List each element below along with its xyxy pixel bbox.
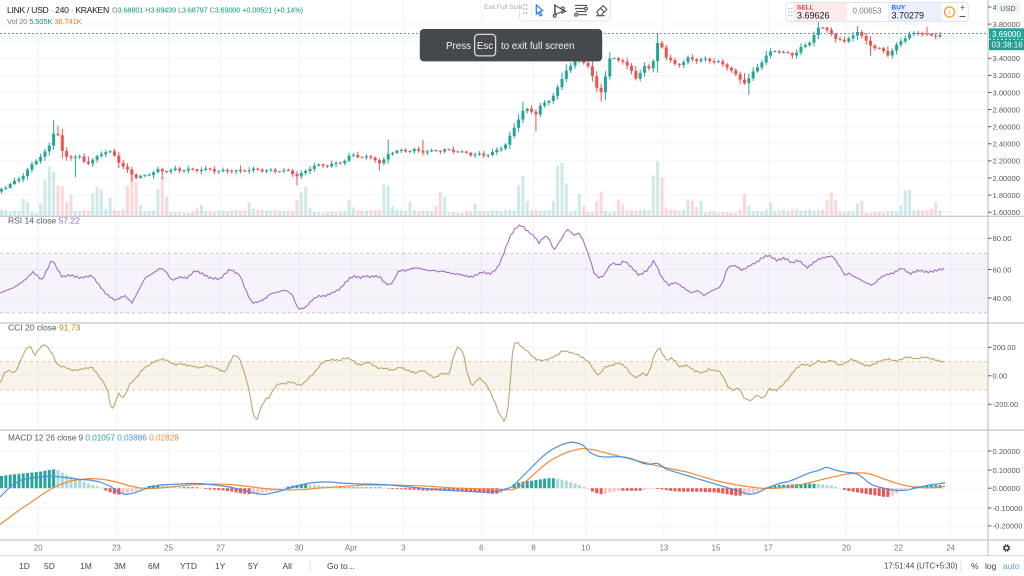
svg-text:60.00: 60.00 <box>993 265 1012 274</box>
svg-text:-200.00: -200.00 <box>993 400 1019 409</box>
svg-text:0.00: 0.00 <box>993 372 1008 381</box>
svg-text:Press: Press <box>446 41 471 52</box>
svg-text:i: i <box>949 8 951 17</box>
svg-text:40.00: 40.00 <box>993 294 1012 303</box>
svg-text:0.00000: 0.00000 <box>993 484 1020 493</box>
svg-text:All: All <box>283 561 293 571</box>
svg-text:03:38:16: 03:38:16 <box>992 41 1024 50</box>
svg-text:log: log <box>985 561 997 571</box>
svg-text:15: 15 <box>712 544 721 553</box>
svg-text:Apr: Apr <box>345 544 358 553</box>
svg-text:Exit Full Scre: Exit Full Scre <box>484 4 523 11</box>
svg-text:22: 22 <box>894 544 903 553</box>
svg-text:0.20000: 0.20000 <box>993 447 1020 456</box>
svg-text:Go to...: Go to... <box>327 561 355 571</box>
svg-text:20: 20 <box>34 544 43 553</box>
svg-text:Vol 20 5.505K 38.741K: Vol 20 5.505K 38.741K <box>7 17 82 26</box>
svg-text:4: 4 <box>993 3 997 12</box>
svg-text:1M: 1M <box>80 561 92 571</box>
svg-text:1.80000: 1.80000 <box>993 191 1020 200</box>
svg-text:to exit full screen: to exit full screen <box>501 41 575 52</box>
svg-text:8: 8 <box>531 544 536 553</box>
svg-text:0.00653: 0.00653 <box>853 7 882 16</box>
svg-text:3.69000: 3.69000 <box>992 30 1021 39</box>
svg-text:%: % <box>971 561 979 571</box>
svg-text:2.00000: 2.00000 <box>993 174 1020 183</box>
svg-text:20: 20 <box>842 544 851 553</box>
svg-text:0.10000: 0.10000 <box>993 466 1020 475</box>
svg-text:2.60000: 2.60000 <box>993 123 1020 132</box>
svg-text:3.80000: 3.80000 <box>993 20 1020 29</box>
svg-text:CCI 20 close 91.73: CCI 20 close 91.73 <box>8 323 81 333</box>
svg-text:-0.10000: -0.10000 <box>993 504 1023 513</box>
svg-text:+: + <box>960 3 965 13</box>
svg-text:3.40000: 3.40000 <box>993 54 1020 63</box>
svg-text:17:51:44 (UTC+5:30): 17:51:44 (UTC+5:30) <box>884 562 958 571</box>
svg-text:MACD 12 26 close 9 0.01057 0.0: MACD 12 26 close 9 0.01057 0.03886 0.028… <box>8 434 179 443</box>
svg-text:3.20000: 3.20000 <box>993 71 1020 80</box>
svg-text:80.00: 80.00 <box>993 234 1012 243</box>
svg-text:1Y: 1Y <box>215 561 226 571</box>
svg-text:3M: 3M <box>114 561 126 571</box>
svg-text:10: 10 <box>581 544 590 553</box>
svg-text:3.69626: 3.69626 <box>797 11 830 21</box>
svg-text:O3.68801 H3.69439 L3.68797 C3.: O3.68801 H3.69439 L3.68797 C3.69000 +0.0… <box>112 6 303 15</box>
svg-text:1D: 1D <box>19 561 30 571</box>
svg-text:BUY: BUY <box>892 5 906 12</box>
svg-text:27: 27 <box>216 544 225 553</box>
svg-text:USD: USD <box>1000 4 1015 13</box>
svg-text:23: 23 <box>112 544 121 553</box>
svg-text:25: 25 <box>164 544 173 553</box>
svg-text:6M: 6M <box>148 561 160 571</box>
svg-text:17: 17 <box>764 544 773 553</box>
svg-text:3.00000: 3.00000 <box>993 88 1020 97</box>
svg-text:1.60000: 1.60000 <box>993 208 1020 217</box>
svg-text:3.70279: 3.70279 <box>892 11 925 21</box>
svg-text:5D: 5D <box>44 561 55 571</box>
svg-text:6: 6 <box>479 544 484 553</box>
svg-text:30: 30 <box>294 544 303 553</box>
svg-text:13: 13 <box>659 544 668 553</box>
svg-text:Esc: Esc <box>477 41 493 52</box>
svg-text:2.40000: 2.40000 <box>993 140 1020 149</box>
svg-text:2.20000: 2.20000 <box>993 157 1020 166</box>
svg-text:2.80000: 2.80000 <box>993 105 1020 114</box>
svg-text:-0.20000: -0.20000 <box>993 522 1023 531</box>
svg-text:3: 3 <box>401 544 406 553</box>
svg-text:200.00: 200.00 <box>993 343 1016 352</box>
svg-text:SELL: SELL <box>797 5 814 12</box>
svg-text:24: 24 <box>946 544 955 553</box>
svg-text:RSI 14 close 57.22: RSI 14 close 57.22 <box>8 216 80 226</box>
svg-text:YTD: YTD <box>180 561 197 571</box>
svg-text:LINK / USD · 240 · KRAKEN: LINK / USD · 240 · KRAKEN <box>7 5 109 15</box>
svg-text:auto: auto <box>1003 561 1020 571</box>
svg-text:5Y: 5Y <box>248 561 259 571</box>
